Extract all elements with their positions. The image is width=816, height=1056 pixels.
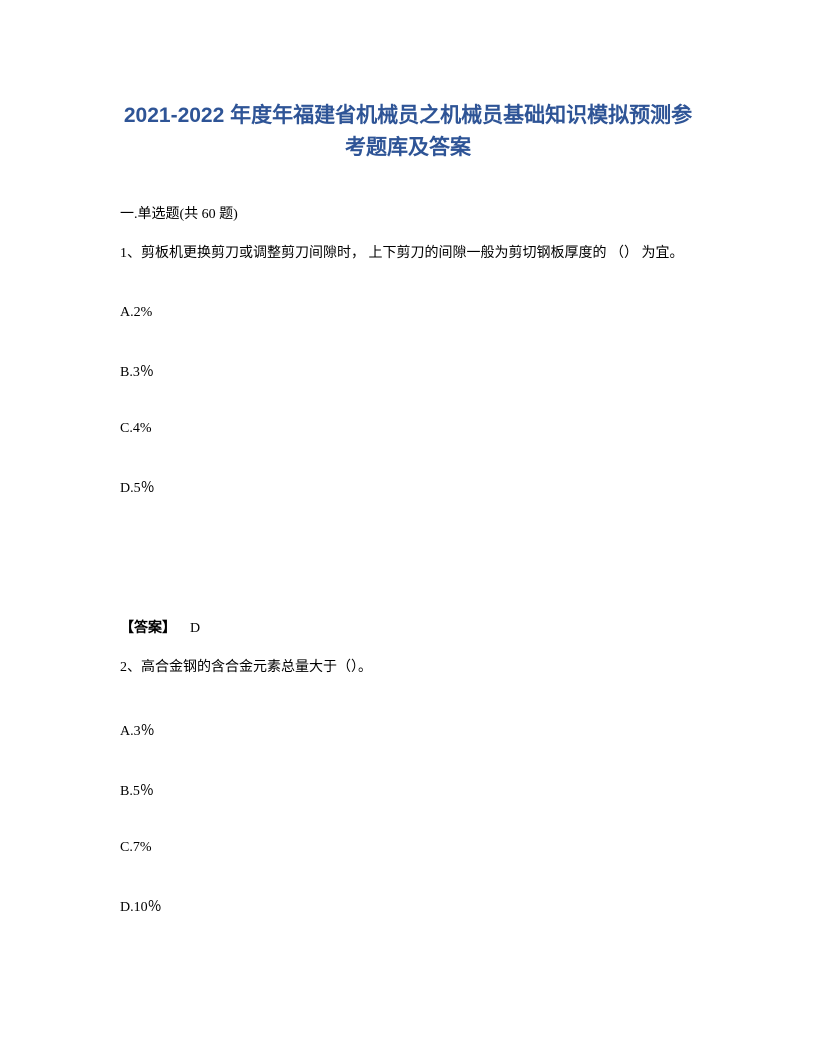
section-header: 一.单选题(共 60 题) xyxy=(120,203,696,223)
question-1: 1、剪板机更换剪刀或调整剪刀间隙时， 上下剪刀的间隙一般为剪切钢板厚度的 （） … xyxy=(120,243,696,637)
question-2-text: 2、高合金钢的含合金元素总量大于（）。 xyxy=(120,657,696,679)
question-1-option-c: C.4% xyxy=(120,421,696,437)
page-content: 2021-2022 年度年福建省机械员之机械员基础知识模拟预测参考题库及答案 一… xyxy=(0,0,816,1016)
question-1-option-a: A.2% xyxy=(120,305,696,321)
answer-1-label: 【答案】 xyxy=(120,621,176,636)
question-2-option-a: A.3％ xyxy=(120,720,696,740)
question-2-option-c: C.7% xyxy=(120,840,696,856)
answer-1: 【答案】 D xyxy=(120,617,696,637)
answer-1-value: D xyxy=(190,621,200,636)
document-title: 2021-2022 年度年福建省机械员之机械员基础知识模拟预测参考题库及答案 xyxy=(120,100,696,163)
question-2: 2、高合金钢的含合金元素总量大于（）。 A.3％ B.5％ C.7% D.10％ xyxy=(120,657,696,915)
question-1-option-b: B.3％ xyxy=(120,361,696,381)
question-2-option-b: B.5％ xyxy=(120,780,696,800)
question-2-option-d: D.10％ xyxy=(120,896,696,916)
question-1-option-d: D.5％ xyxy=(120,477,696,497)
question-1-text: 1、剪板机更换剪刀或调整剪刀间隙时， 上下剪刀的间隙一般为剪切钢板厚度的 （） … xyxy=(120,243,696,265)
